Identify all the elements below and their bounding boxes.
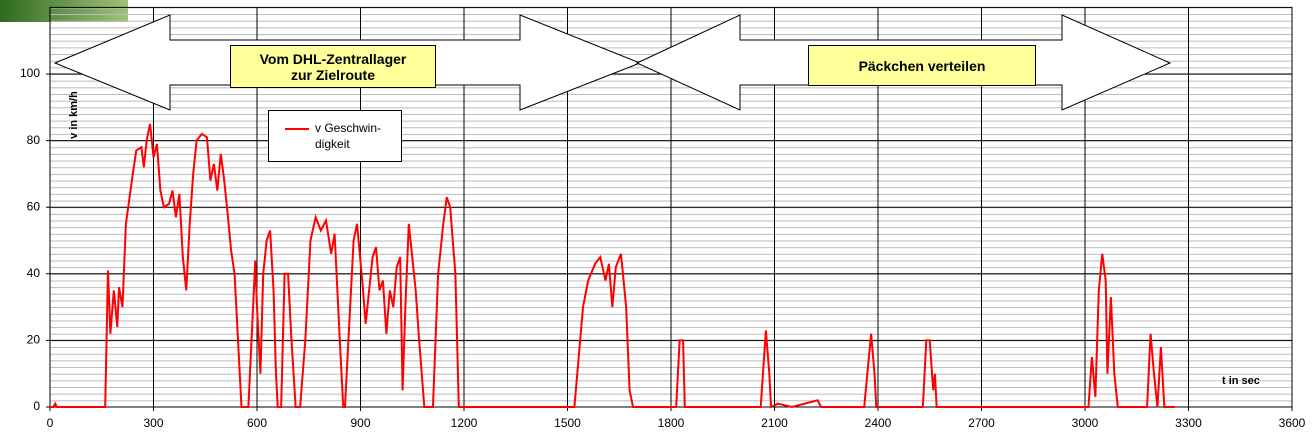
x-tick-label: 3600 xyxy=(1279,416,1306,430)
x-tick-label: 2400 xyxy=(865,416,892,430)
x-tick-label: 3000 xyxy=(1072,416,1099,430)
y-tick-label: 0 xyxy=(33,399,40,413)
x-tick-label: 2700 xyxy=(968,416,995,430)
x-tick-label: 2100 xyxy=(761,416,788,430)
x-tick-label: 1200 xyxy=(451,416,478,430)
y-tick-label: 80 xyxy=(27,133,41,147)
y-axis-label: v in km/h xyxy=(68,91,80,139)
x-axis-label: t in sec xyxy=(1222,375,1260,387)
data-line xyxy=(50,123,1175,409)
x-tick-label: 1500 xyxy=(554,416,581,430)
y-tick-label: 60 xyxy=(27,199,41,213)
x-tick-label: 600 xyxy=(247,416,267,430)
y-tick-label: 100 xyxy=(20,66,40,80)
y-tick-label: 20 xyxy=(27,333,41,347)
y-tick-label: 40 xyxy=(27,266,41,280)
x-tick-label: 1800 xyxy=(658,416,685,430)
x-tick-label: 3300 xyxy=(1175,416,1202,430)
legend-swatch xyxy=(285,128,309,130)
x-tick-label: 900 xyxy=(350,416,370,430)
x-tick-label: 0 xyxy=(47,416,54,430)
x-tick-label: 300 xyxy=(143,416,163,430)
annotation: Päckchen verteilen xyxy=(808,45,1036,86)
legend-label: v Geschwin- digkeit xyxy=(315,121,382,151)
annotation: Vom DHL-Zentrallager zur Zielroute xyxy=(230,45,436,88)
legend: v Geschwin- digkeit xyxy=(268,110,402,162)
